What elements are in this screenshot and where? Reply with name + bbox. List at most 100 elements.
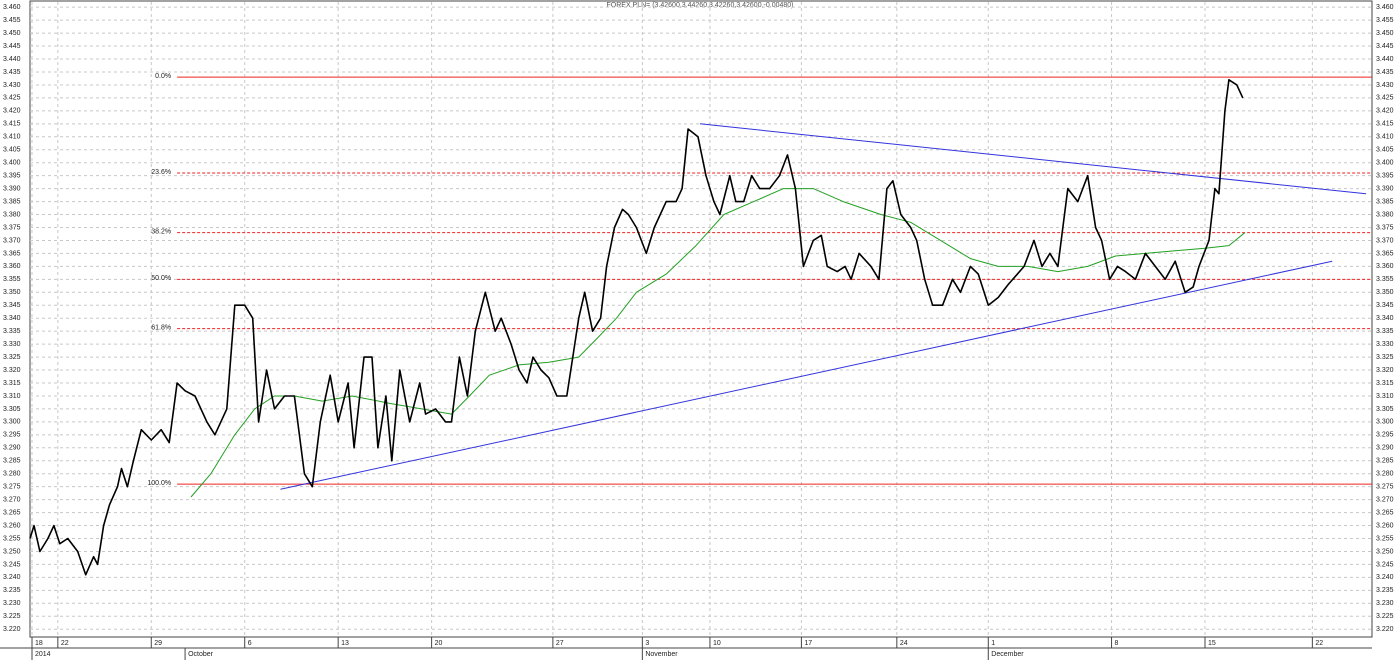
- x-tick-label: 17: [804, 640, 812, 647]
- y-tick-label: 3.315: [3, 380, 21, 387]
- fib-label: 100.0%: [147, 480, 171, 487]
- y-tick-label-right: 3.320: [1376, 367, 1394, 374]
- x-tick-label: 8: [1115, 640, 1119, 647]
- y-tick-label-right: 3.290: [1376, 445, 1394, 452]
- y-tick-label-right: 3.275: [1376, 484, 1394, 491]
- y-tick-label-right: 3.345: [1376, 302, 1394, 309]
- x-tick-label: 10: [713, 640, 721, 647]
- y-tick-label-right: 3.225: [1376, 613, 1394, 620]
- y-tick-label-right: 3.355: [1376, 276, 1394, 283]
- y-tick-label-right: 3.265: [1376, 509, 1394, 516]
- y-tick-label-right: 3.420: [1376, 108, 1394, 115]
- y-tick-label-right: 3.350: [1376, 289, 1394, 296]
- y-tick-label: 3.225: [3, 613, 21, 620]
- y-tick-label: 3.400: [3, 160, 21, 167]
- y-tick-label: 3.445: [3, 43, 21, 50]
- y-tick-label: 3.365: [3, 250, 21, 257]
- month-label: 2014: [35, 651, 51, 658]
- y-tick-label: 3.220: [3, 626, 21, 633]
- y-tick-label-right: 3.380: [1376, 211, 1394, 218]
- x-tick-label: 18: [35, 640, 43, 647]
- y-tick-label-right: 3.410: [1376, 134, 1394, 141]
- y-tick-label: 3.230: [3, 600, 21, 607]
- y-tick-label-right: 3.370: [1376, 237, 1394, 244]
- y-tick-label-right: 3.250: [1376, 548, 1394, 555]
- x-tick-label: 3: [645, 640, 649, 647]
- y-tick-label: 3.355: [3, 276, 21, 283]
- y-tick-label: 3.360: [3, 263, 21, 270]
- y-tick-label-right: 3.340: [1376, 315, 1394, 322]
- y-tick-label-right: 3.460: [1376, 4, 1394, 11]
- y-tick-label: 3.390: [3, 185, 21, 192]
- y-tick-label: 3.245: [3, 561, 21, 568]
- y-tick-label: 3.330: [3, 341, 21, 348]
- x-tick-label: 20: [435, 640, 443, 647]
- y-tick-label-right: 3.315: [1376, 380, 1394, 387]
- y-tick-label: 3.275: [3, 484, 21, 491]
- y-tick-label: 3.340: [3, 315, 21, 322]
- month-label: December: [991, 651, 1024, 658]
- y-tick-label: 3.285: [3, 458, 21, 465]
- y-tick-label-right: 3.360: [1376, 263, 1394, 270]
- y-tick-label-right: 3.440: [1376, 56, 1394, 63]
- y-tick-label: 3.440: [3, 56, 21, 63]
- y-tick-label-right: 3.365: [1376, 250, 1394, 257]
- y-tick-label-right: 3.430: [1376, 82, 1394, 89]
- y-tick-label-right: 3.295: [1376, 432, 1394, 439]
- y-tick-label-right: 3.255: [1376, 535, 1394, 542]
- y-tick-label: 3.255: [3, 535, 21, 542]
- x-tick-label: 1: [991, 640, 995, 647]
- y-tick-label: 3.350: [3, 289, 21, 296]
- y-tick-label-right: 3.335: [1376, 328, 1394, 335]
- y-tick-label-right: 3.310: [1376, 393, 1394, 400]
- month-label: October: [188, 651, 214, 658]
- y-tick-label-right: 3.405: [1376, 147, 1394, 154]
- y-tick-label-right: 3.235: [1376, 587, 1394, 594]
- trendline: [699, 123, 1367, 195]
- y-tick-label-right: 3.450: [1376, 30, 1394, 37]
- y-tick-label-right: 3.425: [1376, 95, 1394, 102]
- moving-average: [190, 188, 1246, 498]
- y-tick-label: 3.250: [3, 548, 21, 555]
- y-tick-label: 3.325: [3, 354, 21, 361]
- fib-label: 0.0%: [155, 73, 171, 80]
- y-tick-label-right: 3.435: [1376, 69, 1394, 76]
- y-tick-label-right: 3.375: [1376, 224, 1394, 231]
- y-tick-label: 3.420: [3, 108, 21, 115]
- y-tick-label-right: 3.270: [1376, 496, 1394, 503]
- price-line: [29, 79, 1244, 576]
- x-tick-label: 27: [556, 640, 564, 647]
- y-tick-label: 3.435: [3, 69, 21, 76]
- y-tick-label-right: 3.230: [1376, 600, 1394, 607]
- y-tick-label: 3.310: [3, 393, 21, 400]
- month-label: November: [645, 651, 678, 658]
- y-tick-label: 3.305: [3, 406, 21, 413]
- chart-title: FOREX PLN= (3.42600,3.44260,3.42260,3.42…: [607, 2, 794, 9]
- y-tick-label-right: 3.415: [1376, 121, 1394, 128]
- y-tick-label: 3.405: [3, 147, 21, 154]
- fib-label: 38.2%: [151, 229, 171, 236]
- y-tick-label: 3.235: [3, 587, 21, 594]
- y-tick-label-right: 3.395: [1376, 172, 1394, 179]
- y-tick-label: 3.300: [3, 419, 21, 426]
- x-tick-label: 22: [61, 640, 69, 647]
- y-tick-label-right: 3.285: [1376, 458, 1394, 465]
- plot-frame: [29, 0, 1373, 638]
- y-tick-label: 3.290: [3, 445, 21, 452]
- y-tick-label: 3.430: [3, 82, 21, 89]
- y-tick-label: 3.260: [3, 522, 21, 529]
- x-tick-label: 15: [1208, 640, 1216, 647]
- y-tick-label: 3.345: [3, 302, 21, 309]
- fib-label: 50.0%: [151, 275, 171, 282]
- y-tick-label-right: 3.385: [1376, 198, 1394, 205]
- fib-label: 61.8%: [151, 324, 171, 331]
- y-tick-label-right: 3.300: [1376, 419, 1394, 426]
- y-tick-label: 3.395: [3, 172, 21, 179]
- y-tick-label-right: 3.305: [1376, 406, 1394, 413]
- y-tick-label-right: 3.390: [1376, 185, 1394, 192]
- y-tick-label: 3.425: [3, 95, 21, 102]
- x-tick-label: 29: [154, 640, 162, 647]
- trendline: [280, 260, 1333, 490]
